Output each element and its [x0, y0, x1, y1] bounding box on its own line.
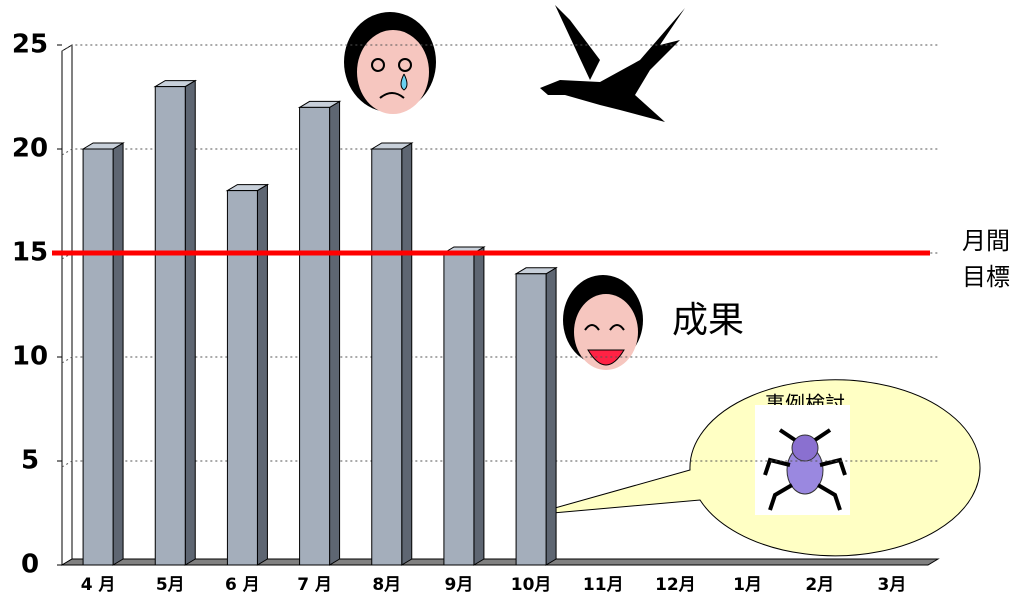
x-tick-label: 8月 — [372, 575, 401, 595]
callout — [530, 380, 980, 556]
target-label: 月間 — [962, 227, 1010, 255]
happy-face — [563, 275, 643, 370]
bar-side — [185, 81, 195, 565]
x-tick-label: 10月 — [511, 575, 552, 595]
bar — [300, 107, 330, 565]
y-tick-label: 25 — [12, 30, 48, 60]
x-tick-label: 2月 — [805, 575, 834, 595]
page: {"chart_data": {"type": "bar", "categori… — [0, 0, 1026, 600]
y-tick-label: 5 — [21, 446, 39, 476]
y-tick-label: 0 — [21, 550, 39, 580]
x-tick-label: 12月 — [655, 575, 696, 595]
y-tick-label: 20 — [12, 134, 48, 164]
y-tick-label: 15 — [12, 238, 48, 268]
x-tick-label: 4 月 — [81, 575, 116, 595]
x-tick-label: 11月 — [583, 575, 624, 595]
bar — [516, 274, 546, 565]
bug-icon — [755, 405, 850, 515]
bar — [227, 191, 257, 565]
bar-side — [546, 268, 556, 565]
bar-side — [257, 185, 267, 565]
bar — [83, 149, 113, 565]
bar-side — [330, 101, 340, 565]
x-tick-label: 1月 — [733, 575, 762, 595]
x-tick-label: 7 月 — [297, 575, 332, 595]
crow — [540, 5, 685, 122]
chart: 事例検討 成果 05101520254 月5月6 月7 月8月9月10月11月1… — [0, 0, 1026, 600]
x-tick-label: 6 月 — [225, 575, 260, 595]
bar-side — [402, 143, 412, 565]
bar — [444, 253, 474, 565]
y-tick-label: 10 — [12, 342, 48, 372]
bar — [155, 87, 185, 565]
annotation: 成果 — [672, 300, 744, 341]
x-tick-label: 9月 — [444, 575, 473, 595]
x-tick-label: 5月 — [156, 575, 185, 595]
bar-side — [113, 143, 123, 565]
back-wall — [62, 45, 72, 565]
x-tick-label: 3月 — [877, 575, 906, 595]
bar — [372, 149, 402, 565]
bar-side — [474, 247, 484, 565]
sad-face — [344, 12, 436, 114]
target-label: 目標 — [962, 263, 1010, 291]
grid-line — [62, 45, 938, 51]
